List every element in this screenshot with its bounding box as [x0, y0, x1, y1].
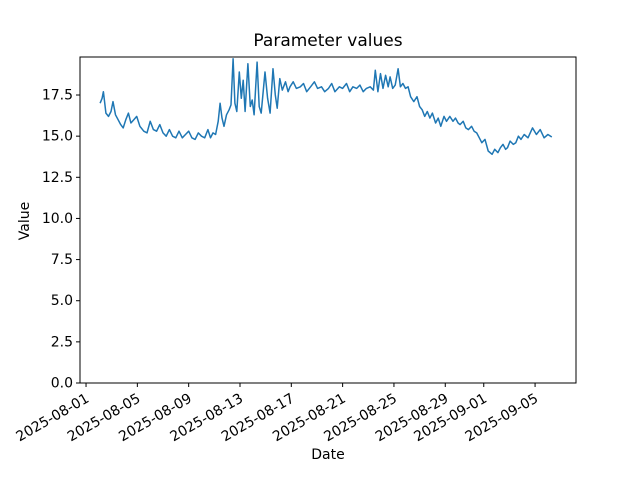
- y-tick-label: 7.5: [51, 252, 73, 268]
- chart-title: Parameter values: [253, 31, 403, 51]
- y-tick-label: 5.0: [51, 293, 73, 309]
- y-tick-label: 12.5: [42, 170, 73, 186]
- y-tick-label: 0.0: [51, 376, 73, 392]
- y-tick-label: 15.0: [42, 129, 73, 145]
- y-tick-label: 10.0: [42, 211, 73, 227]
- x-axis-label: Date: [311, 447, 345, 463]
- y-tick-label: 17.5: [42, 88, 73, 104]
- series-line-parameter-values: [99, 58, 553, 156]
- plot-frame: [79, 56, 577, 384]
- y-tick-label: 2.5: [51, 334, 73, 350]
